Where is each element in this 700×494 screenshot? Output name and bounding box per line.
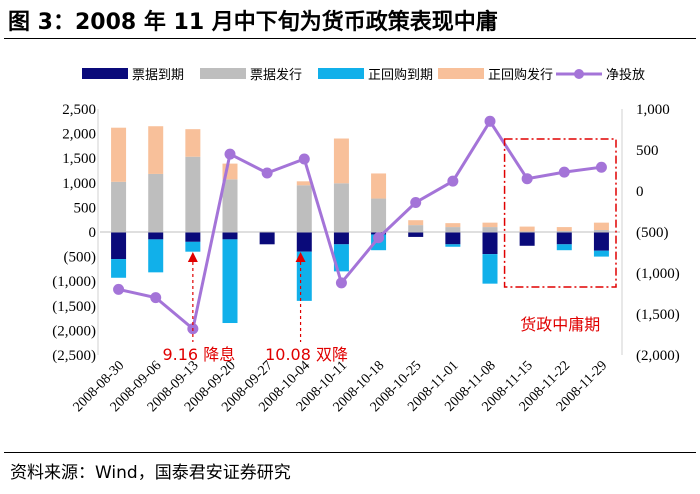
bar-s2-2008-10-11 [333, 183, 349, 232]
right-axis-tick: (1,500) [636, 307, 680, 323]
bar-s3-2008-08-30 [111, 259, 127, 278]
legend-label-1: 票据到期 [132, 68, 184, 83]
net-injection-point-2008-11-29 [595, 161, 607, 173]
net-injection-point-2008-09-27 [261, 167, 273, 179]
legend-label-2: 票据发行 [250, 67, 302, 83]
bar-s4-2008-10-11 [333, 138, 349, 184]
source-rule [4, 452, 696, 453]
bar-s3-2008-09-06 [148, 239, 164, 273]
bar-s2-2008-08-30 [111, 181, 127, 232]
bar-s1-2008-09-20 [222, 232, 238, 240]
right-axis-tick: (500) [636, 225, 669, 241]
bar-s3-2008-10-11 [333, 244, 349, 272]
bar-s4-2008-11-15 [519, 226, 535, 232]
legend-label-5: 净投放 [606, 67, 645, 83]
left-axis-tick: (500) [64, 250, 97, 266]
bar-s3-2008-11-08 [482, 254, 498, 284]
bar-s1-2008-11-08 [482, 232, 498, 255]
net-injection-point-2008-10-18 [373, 232, 385, 244]
bar-s2-2008-09-13 [185, 156, 201, 232]
bar-s2-2008-11-01 [445, 227, 461, 232]
left-axis-tick: 1,500 [62, 151, 96, 167]
bar-s4-2008-09-13 [185, 129, 201, 157]
bar-s3-2008-11-01 [445, 244, 461, 247]
annotation-3-text: 货政中庸期 [520, 315, 600, 334]
bar-s4-2008-11-08 [482, 222, 498, 228]
bar-s2-2008-09-06 [148, 173, 164, 232]
bar-s1-2008-10-04 [296, 232, 312, 252]
bar-s1-2008-09-13 [185, 232, 201, 242]
bar-s2-2008-10-25 [408, 225, 424, 232]
bar-s4-2008-08-30 [111, 127, 127, 182]
bar-s1-2008-11-29 [593, 232, 609, 251]
bar-s1-2008-11-15 [519, 232, 535, 246]
right-axis-tick: 500 [636, 143, 659, 159]
bar-s4-2008-10-18 [371, 173, 387, 199]
bar-s2-2008-09-20 [222, 179, 238, 232]
annotation-2-arrow [295, 252, 306, 262]
bar-s4-2008-09-06 [148, 126, 164, 174]
left-axis-tick: 500 [74, 200, 97, 216]
bar-s3-2008-09-13 [185, 241, 201, 252]
left-axis-tick: 0 [89, 225, 97, 241]
legend-swatch-1 [82, 68, 128, 79]
bar-s3-2008-11-22 [556, 244, 572, 251]
bar-s1-2008-11-01 [445, 232, 461, 245]
legend-label-3: 正回购到期 [368, 67, 433, 83]
legend-swatch-2 [200, 68, 246, 79]
figure-title: 图 3：2008 年 11 月中下旬为货币政策表现中庸 [8, 10, 498, 35]
bar-s1-2008-09-06 [148, 232, 164, 240]
bar-s3-2008-09-20 [222, 239, 238, 324]
bar-s2-2008-10-04 [296, 185, 312, 232]
net-injection-point-2008-11-22 [558, 166, 570, 178]
left-axis-tick: 2,500 [62, 102, 96, 118]
left-axis-tick: (1,000) [52, 274, 96, 290]
bar-s1-2008-10-11 [333, 232, 349, 245]
left-axis-tick: 2,000 [62, 127, 96, 143]
net-injection-point-2008-08-30 [113, 283, 125, 295]
net-injection-point-2008-11-08 [484, 115, 496, 127]
bar-s1-2008-09-27 [259, 232, 275, 245]
bar-s4-2008-11-22 [556, 227, 572, 232]
net-injection-point-2008-09-20 [224, 148, 236, 160]
legend-marker-5 [574, 69, 584, 79]
bar-s3-2008-11-29 [593, 250, 609, 257]
left-axis-tick: (2,000) [52, 323, 96, 339]
net-injection-point-2008-11-01 [447, 175, 459, 187]
bar-s2-2008-10-18 [371, 198, 387, 232]
bar-s4-2008-10-25 [408, 220, 424, 226]
net-injection-point-2008-10-25 [410, 196, 422, 208]
annotation-2-text: 10.08 双降 [265, 345, 348, 364]
source-note: 资料来源：Wind，国泰君安证券研究 [10, 463, 291, 483]
legend-swatch-4 [438, 68, 484, 79]
annotation-3-box [503, 138, 617, 288]
right-axis-tick: 0 [636, 184, 644, 200]
net-injection-point-2008-10-04 [298, 153, 310, 165]
bar-s1-2008-08-30 [111, 232, 127, 260]
net-injection-point-2008-09-06 [150, 292, 162, 304]
bar-s2-2008-11-29 [593, 230, 609, 232]
net-injection-point-2008-10-11 [335, 277, 347, 289]
bar-s4-2008-10-04 [296, 181, 312, 186]
net-injection-point-2008-11-15 [521, 173, 533, 185]
annotation-1-text: 9.16 降息 [162, 345, 235, 364]
left-axis-tick: (2,500) [52, 348, 96, 364]
net-injection-line [118, 118, 602, 332]
bar-s4-2008-11-01 [445, 223, 461, 228]
annotation-1-arrow [187, 252, 198, 262]
left-axis-tick: (1,500) [52, 299, 96, 315]
legend-swatch-3 [318, 68, 364, 79]
bar-s1-2008-11-22 [556, 232, 572, 245]
bar-s1-2008-10-25 [408, 232, 424, 237]
right-axis-tick: 1,000 [636, 102, 670, 118]
right-axis-tick: (1,000) [636, 266, 680, 282]
right-axis-tick: (2,000) [636, 348, 680, 364]
title-rule [4, 38, 696, 39]
bar-s2-2008-11-08 [482, 227, 498, 232]
bar-s4-2008-11-29 [593, 222, 609, 231]
left-axis-tick: 1,000 [62, 176, 96, 192]
legend-label-4: 正回购发行 [488, 67, 553, 83]
